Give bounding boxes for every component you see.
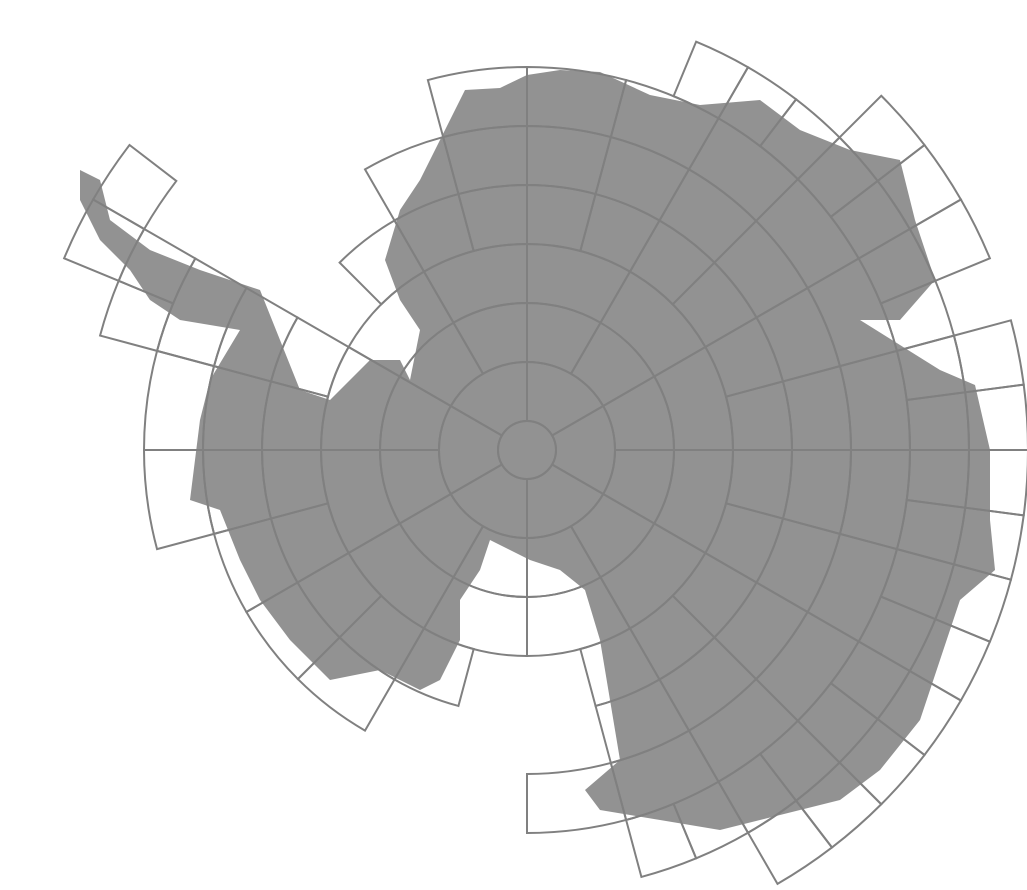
land-layer bbox=[80, 70, 995, 830]
tile bbox=[526, 761, 628, 835]
tile-layer bbox=[62, 40, 1027, 886]
tile bbox=[908, 198, 992, 283]
tile bbox=[746, 799, 834, 886]
tile bbox=[426, 65, 528, 139]
tile bbox=[624, 802, 698, 879]
tile bbox=[142, 349, 216, 451]
land-shape bbox=[80, 70, 995, 830]
tile bbox=[952, 319, 1025, 394]
tile bbox=[91, 143, 178, 231]
tile bbox=[964, 383, 1027, 451]
